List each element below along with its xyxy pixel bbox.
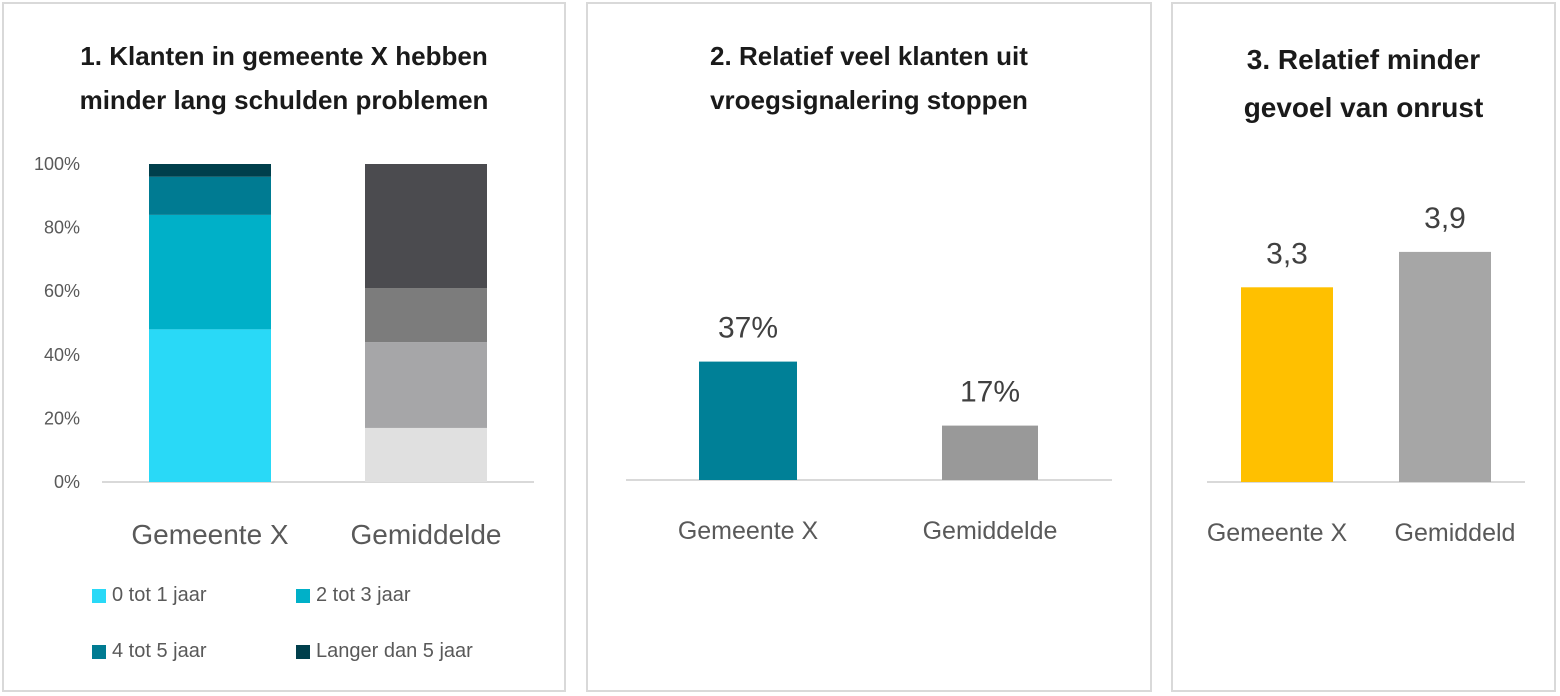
chart-panel-onrust: 3. Relatief minder gevoel van onrust 3,3… <box>1171 2 1556 692</box>
chart-title: 3. Relatief minder gevoel van onrust <box>1173 36 1554 132</box>
chart-title-line-2: gevoel van onrust <box>1243 92 1484 123</box>
y-tick-label: 0% <box>54 472 80 492</box>
legend-label: 4 tot 5 jaar <box>112 640 207 662</box>
bar-segment <box>149 176 271 215</box>
x-tick-label: Gemeente X <box>1207 519 1348 547</box>
data-label: 3,3 <box>1266 237 1308 270</box>
chart-title-line-1: 3. Relatief minder <box>1246 44 1481 75</box>
chart-title-line-2: vroegsignalering stoppen <box>710 85 1028 115</box>
y-tick-label: 40% <box>44 345 80 365</box>
bar <box>1399 251 1491 482</box>
legend-item-4-5-jaar: 4 tot 5 jaar <box>92 640 207 663</box>
legend-swatch <box>296 588 310 603</box>
x-tick-label: Gemeente X <box>131 519 289 550</box>
legend-swatch <box>92 588 106 603</box>
x-tick-label: Gemeente X <box>678 517 819 545</box>
bar <box>699 361 797 480</box>
y-tick-label: 60% <box>44 281 80 301</box>
x-tick-label: Gemiddelde <box>923 517 1058 545</box>
stacked-bar-chart: 0% 20% 40% 60% 80% 100% Gemeente X Gemiddelde <box>34 154 534 550</box>
chart-panel-duration: 1. Klanten in gemeente X hebben minder l… <box>2 2 566 692</box>
chart-title: 2. Relatief veel klanten uit vroegsignal… <box>588 34 1150 122</box>
bar-segment <box>149 164 271 177</box>
chart-title: 1. Klanten in gemeente X hebben minder l… <box>4 34 564 122</box>
x-tick-label: Gemiddelde <box>351 519 502 550</box>
legend-item-0-1-jaar: 0 tot 1 jaar <box>92 584 207 607</box>
chart-panel-vroegsignalering: 2. Relatief veel klanten uit vroegsignal… <box>586 2 1152 692</box>
bar-segment <box>149 214 271 330</box>
bar-chart: 3,3 Gemeente X 3,9 Gemiddeld <box>1207 202 1525 547</box>
legend-swatch <box>92 644 106 659</box>
legend-swatch <box>296 644 310 659</box>
chart-title-line-1: 2. Relatief veel klanten uit <box>710 41 1028 71</box>
bar-segment <box>365 288 487 343</box>
bar <box>942 425 1038 480</box>
bar-segment <box>365 342 487 428</box>
bar <box>1241 287 1333 482</box>
legend-label: Langer dan 5 jaar <box>316 640 473 662</box>
data-label: 3,9 <box>1424 202 1466 235</box>
x-tick-label: Gemiddeld <box>1395 519 1516 547</box>
bar-segment <box>365 164 487 289</box>
bar-segment <box>149 329 271 482</box>
legend-label: 2 tot 3 jaar <box>316 584 411 606</box>
y-tick-label: 80% <box>44 218 80 238</box>
chart-title-line-1: 1. Klanten in gemeente X hebben <box>80 41 488 71</box>
bar-chart: 37% Gemeente X 17% Gemiddelde <box>626 312 1112 545</box>
legend-item-2-3-jaar: 2 tot 3 jaar <box>296 584 411 607</box>
bar-segment <box>365 427 487 482</box>
data-label: 37% <box>718 312 778 345</box>
legend-item-langer-5-jaar: Langer dan 5 jaar <box>296 640 473 663</box>
chart-title-line-2: minder lang schulden problemen <box>79 85 489 115</box>
y-tick-label: 100% <box>34 154 80 174</box>
legend-label: 0 tot 1 jaar <box>112 584 207 606</box>
data-label: 17% <box>960 376 1020 409</box>
y-tick-label: 20% <box>44 408 80 428</box>
